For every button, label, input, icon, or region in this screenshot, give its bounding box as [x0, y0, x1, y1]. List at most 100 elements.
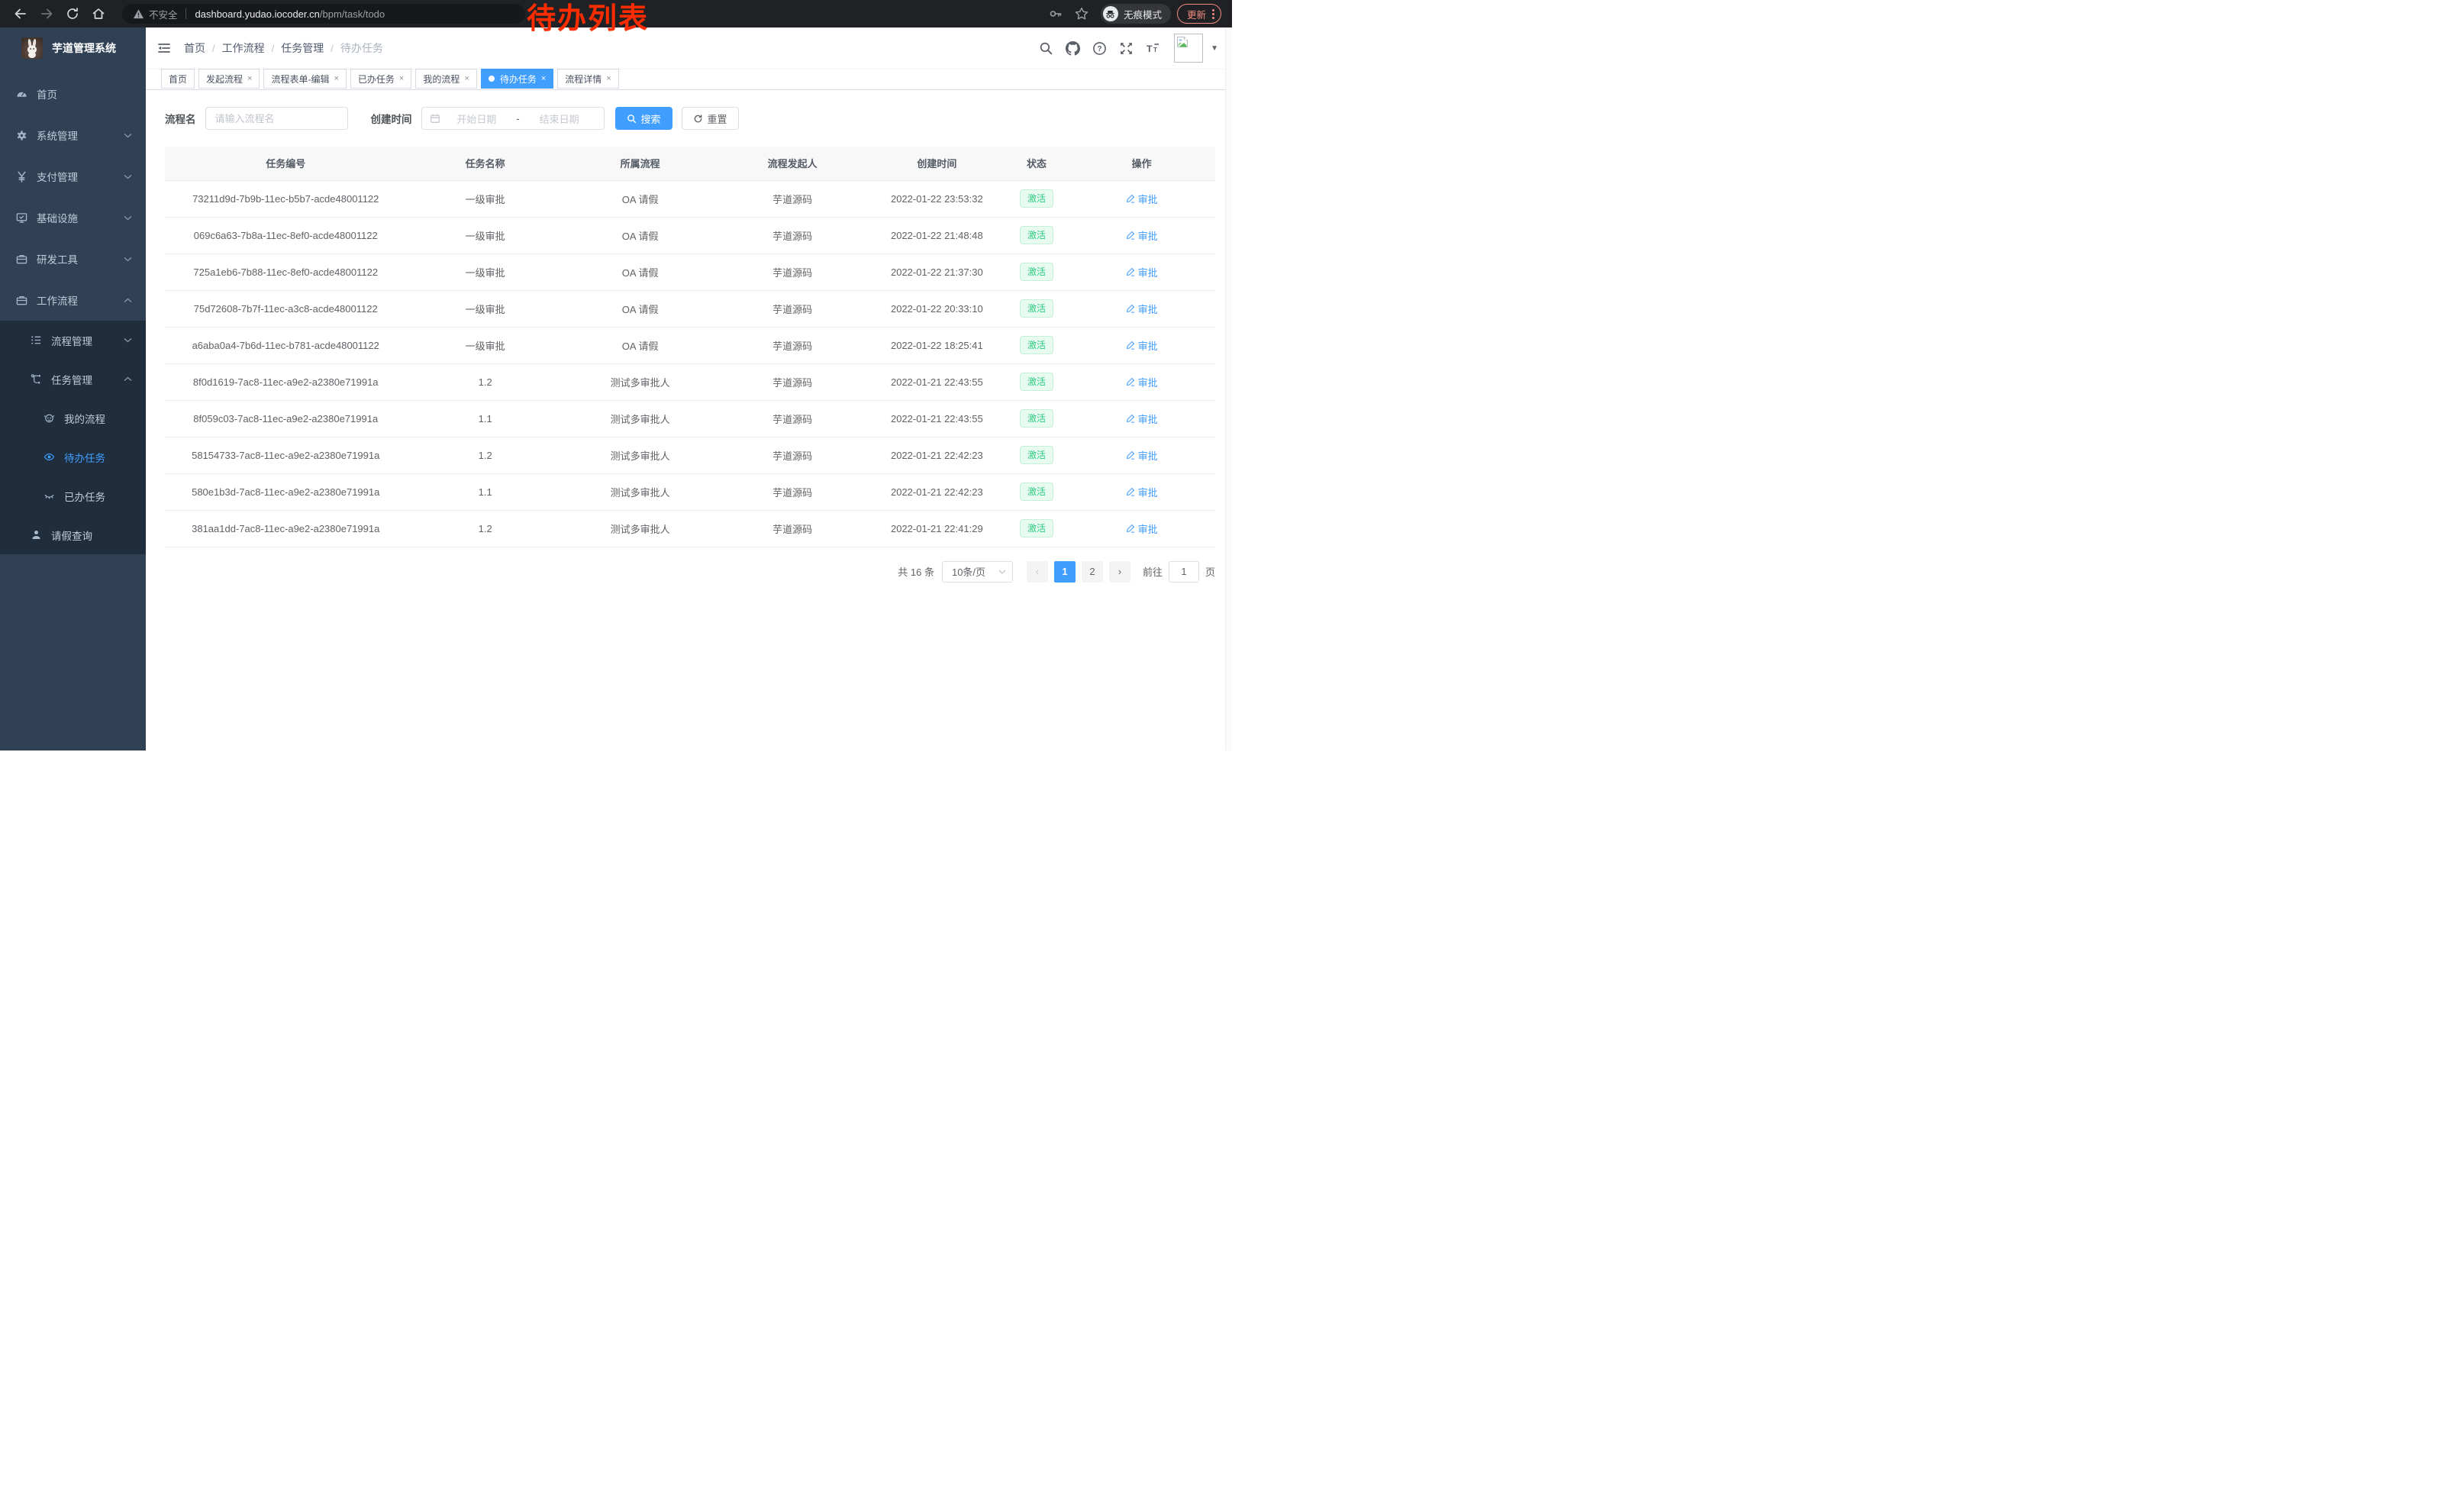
sidebar-item-home[interactable]: 首页: [0, 73, 146, 115]
close-icon[interactable]: ×: [247, 74, 253, 83]
broken-image-icon: [1177, 37, 1188, 47]
pencil-icon: [1126, 341, 1134, 350]
url-path[interactable]: /bpm/task/todo: [319, 8, 385, 20]
prev-page-button[interactable]: ‹: [1026, 560, 1048, 583]
sidebar-item-system[interactable]: 系统管理: [0, 115, 146, 156]
scrollbar[interactable]: [1225, 27, 1232, 750]
incognito-badge: 无痕模式: [1100, 4, 1171, 24]
table-row: 725a1eb6-7b88-11ec-8ef0-acde48001122 一级审批…: [165, 253, 1215, 291]
person-icon: [32, 530, 40, 539]
search-icon[interactable]: [1039, 41, 1053, 56]
github-icon[interactable]: [1066, 40, 1081, 56]
approve-link[interactable]: 审批: [1126, 448, 1158, 463]
approve-link[interactable]: 审批: [1126, 521, 1158, 536]
active-dot: [488, 76, 495, 82]
reload-icon[interactable]: [65, 6, 80, 21]
tab-my-process[interactable]: 我的流程 ×: [415, 69, 477, 89]
app-title: 芋道管理系统: [52, 42, 116, 54]
approve-link[interactable]: 审批: [1126, 412, 1158, 426]
sidebar-item-my-process[interactable]: 我的流程: [0, 399, 146, 437]
start-date-placeholder[interactable]: 开始日期: [456, 113, 497, 125]
tab-form-edit[interactable]: 流程表单-编辑 ×: [263, 69, 347, 89]
goto-page-input[interactable]: [1168, 560, 1199, 583]
pencil-icon: [1126, 487, 1134, 496]
address-bar[interactable]: 不安全 dashboard.yudao.iocoder.cn/bpm/task/…: [122, 4, 525, 24]
pencil-icon: [1126, 194, 1134, 203]
col-create-time: 创建时间: [868, 147, 1005, 181]
approve-link[interactable]: 审批: [1126, 485, 1158, 499]
process-name-input[interactable]: [205, 107, 348, 130]
col-task-id: 任务编号: [165, 147, 407, 181]
chevron-down-icon: [124, 215, 132, 220]
tab-process-detail[interactable]: 流程详情 ×: [557, 69, 619, 89]
breadcrumb-home[interactable]: 首页: [184, 42, 205, 54]
close-icon[interactable]: ×: [398, 74, 405, 83]
search-icon: [627, 114, 636, 123]
breadcrumb-workflow[interactable]: 工作流程: [221, 42, 265, 54]
not-secure-warning-icon[interactable]: [133, 8, 144, 20]
breadcrumb-task-mgmt[interactable]: 任务管理: [281, 42, 324, 54]
tab-home[interactable]: 首页: [161, 69, 195, 89]
sidebar-item-workflow[interactable]: 工作流程: [0, 279, 146, 321]
avatar-dropdown-caret-icon[interactable]: ▼: [1211, 44, 1218, 53]
update-label[interactable]: 更新: [1186, 9, 1206, 21]
url-host[interactable]: dashboard.yudao.iocoder.cn: [195, 8, 320, 20]
page-size-select[interactable]: 10条/页: [941, 560, 1013, 583]
search-button[interactable]: 搜索: [614, 107, 672, 130]
sidebar-item-payment[interactable]: 支付管理: [0, 156, 146, 197]
sidebar-item-leave-query[interactable]: 请假查询: [0, 515, 146, 554]
approve-link[interactable]: 审批: [1126, 192, 1158, 206]
table-row: 069c6a63-7b8a-11ec-8ef0-acde48001122 一级审批…: [165, 217, 1215, 254]
eye-icon: [44, 453, 55, 461]
tab-start-process[interactable]: 发起流程 ×: [198, 69, 260, 89]
key-icon[interactable]: [1048, 6, 1063, 21]
avatar[interactable]: [1174, 34, 1204, 63]
close-icon[interactable]: ×: [334, 74, 339, 83]
page-button-1[interactable]: 1: [1053, 560, 1076, 583]
next-page-button[interactable]: ›: [1108, 560, 1130, 583]
approve-link[interactable]: 审批: [1126, 302, 1158, 316]
approve-link[interactable]: 审批: [1126, 338, 1158, 353]
sidebar-item-done-tasks[interactable]: 已办任务: [0, 476, 146, 515]
sidebar-item-todo-tasks[interactable]: 待办任务: [0, 437, 146, 476]
help-icon[interactable]: ?: [1092, 41, 1107, 56]
pencil-icon: [1126, 231, 1134, 240]
approve-link[interactable]: 审批: [1126, 265, 1158, 279]
fullscreen-icon[interactable]: [1119, 41, 1134, 56]
tree-list-icon: [31, 336, 41, 344]
close-icon[interactable]: ×: [606, 74, 611, 83]
update-button[interactable]: 更新: [1176, 4, 1221, 24]
browser-menu-icon[interactable]: [1212, 8, 1214, 19]
tab-done-tasks[interactable]: 已办任务 ×: [350, 69, 412, 89]
col-task-name: 任务名称: [406, 147, 564, 181]
sidebar-collapse-icon[interactable]: [156, 40, 172, 56]
svg-text:T: T: [1147, 44, 1153, 54]
reset-button[interactable]: 重置: [681, 107, 739, 130]
forward-icon[interactable]: [39, 6, 54, 21]
main-content: 流程名 创建时间 开始日期 - 结束日期 搜索 重置 任务编号: [146, 90, 1225, 750]
range-separator: -: [516, 112, 520, 124]
date-range-picker[interactable]: 开始日期 - 结束日期: [421, 107, 605, 130]
sidebar-item-dev-tools[interactable]: 研发工具: [0, 238, 146, 279]
sidebar-item-infrastructure[interactable]: 基础设施: [0, 197, 146, 238]
pencil-icon: [1126, 304, 1134, 313]
back-icon[interactable]: [13, 6, 28, 21]
chevron-down-icon: [124, 337, 132, 343]
screen: 不安全 dashboard.yudao.iocoder.cn/bpm/task/…: [0, 0, 1232, 750]
browser-toolbar: 不安全 dashboard.yudao.iocoder.cn/bpm/task/…: [0, 0, 1232, 27]
security-label[interactable]: 不安全: [149, 9, 178, 21]
approve-link[interactable]: 审批: [1126, 228, 1158, 243]
bookmark-star-icon[interactable]: [1074, 6, 1089, 21]
close-icon[interactable]: ×: [540, 74, 547, 83]
sidebar-item-task-mgmt[interactable]: 任务管理: [0, 360, 146, 399]
total-count: 共 16 条: [898, 567, 934, 578]
app-logo-row[interactable]: 芋道管理系统: [0, 27, 146, 69]
approve-link[interactable]: 审批: [1126, 375, 1158, 389]
sidebar-item-process-mgmt[interactable]: 流程管理: [0, 321, 146, 360]
close-icon[interactable]: ×: [464, 74, 469, 83]
end-date-placeholder[interactable]: 结束日期: [539, 113, 579, 125]
page-button-2[interactable]: 2: [1081, 560, 1103, 583]
tab-todo-tasks[interactable]: 待办任务 ×: [480, 69, 554, 89]
home-icon[interactable]: [91, 6, 106, 21]
